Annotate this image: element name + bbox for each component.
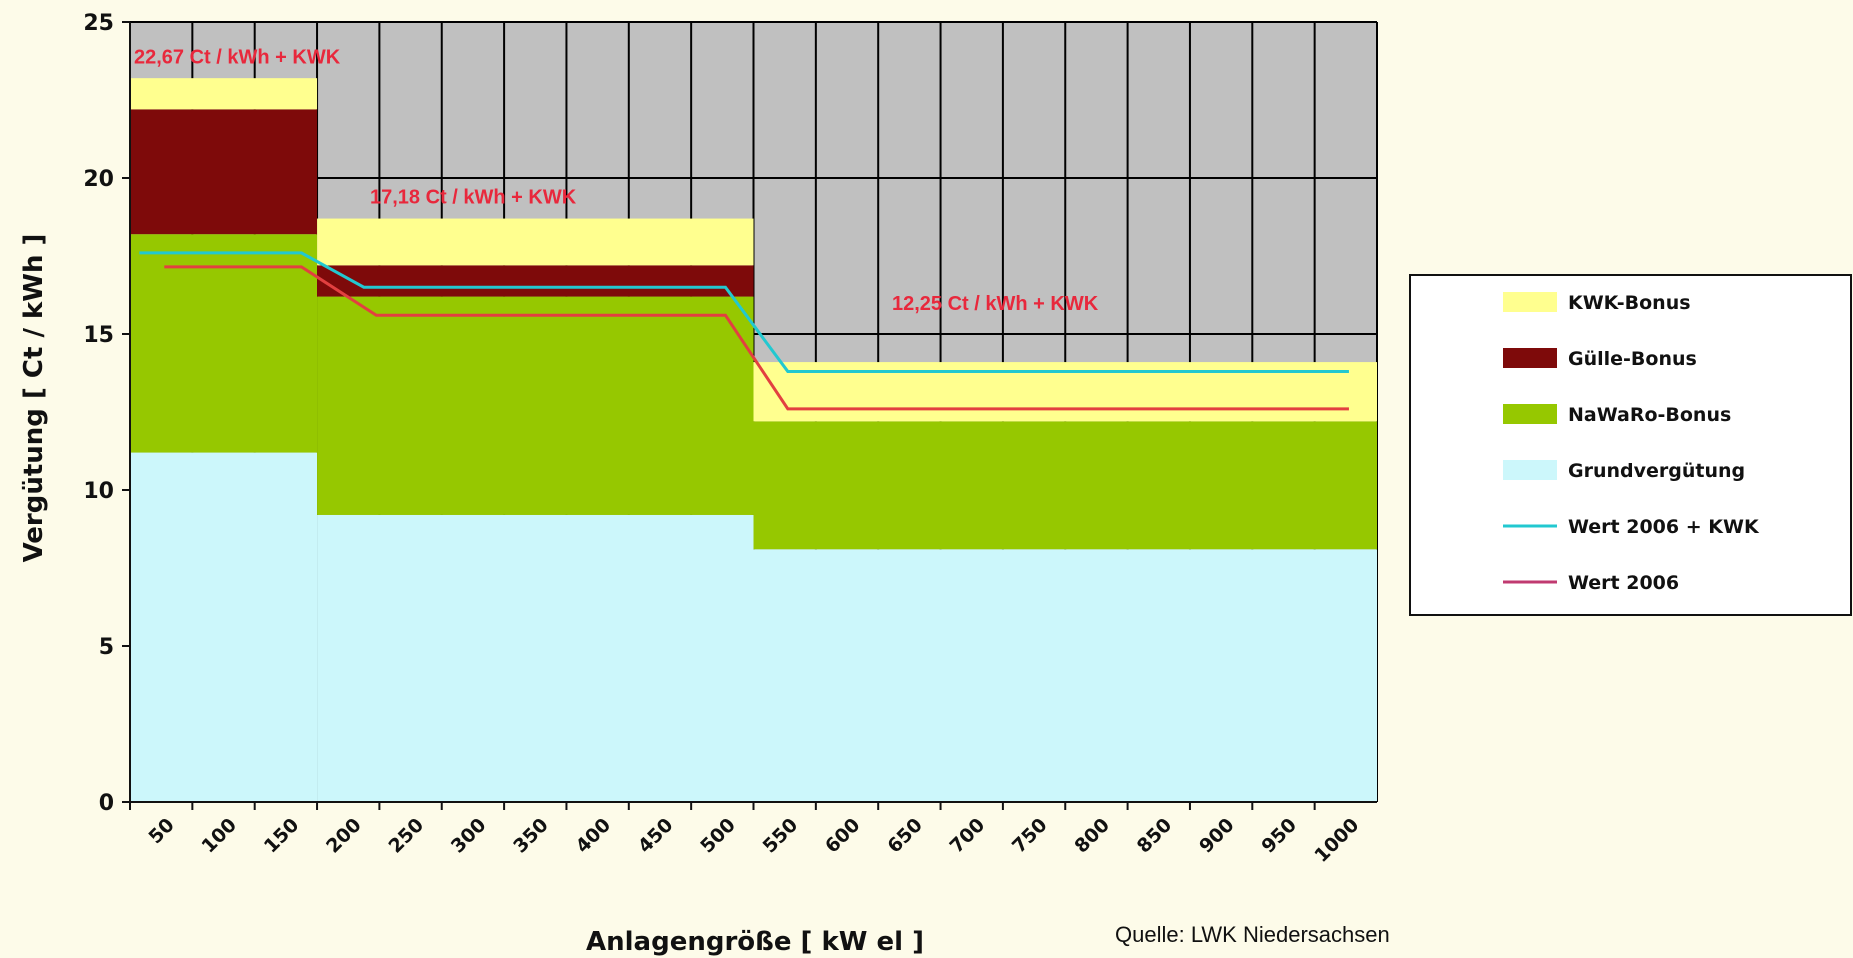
- area-g-lle-bonus: [317, 265, 754, 297]
- y-tick-label: 25: [83, 11, 114, 36]
- area-nawaro-bonus: [317, 296, 754, 515]
- area-g-lle-bonus: [130, 109, 318, 235]
- legend-swatch: [1503, 404, 1557, 424]
- x-tick-label: 100: [197, 814, 241, 858]
- y-tick-label: 0: [99, 791, 114, 816]
- x-tick-label: 500: [696, 814, 740, 858]
- legend-swatch: [1503, 292, 1557, 312]
- x-tick-label: 50: [144, 814, 178, 848]
- price-annotation: 12,25 Ct / kWh + KWK: [892, 293, 1099, 315]
- legend-label: Wert 2006 + KWK: [1568, 516, 1760, 538]
- source-note: Quelle: LWK Niedersachsen: [1115, 922, 1390, 947]
- x-tick-label: 350: [509, 814, 553, 858]
- price-annotation: 17,18 Ct / kWh + KWK: [370, 187, 577, 209]
- legend-swatch: [1503, 348, 1557, 368]
- legend-label: KWK-Bonus: [1568, 292, 1691, 314]
- legend: KWK-Bonus Gülle-Bonus NaWaRo-Bonus Grundver…: [1409, 274, 1852, 616]
- x-tick-label: 600: [821, 814, 865, 858]
- series-lines: [139, 251, 1349, 411]
- legend-label: Gülle-Bonus: [1568, 348, 1697, 370]
- annotations: 22,67 Ct / kWh + KWK 17,18 Ct / kWh + KWK…: [134, 46, 1099, 314]
- area-kwk-bonus: [130, 78, 318, 110]
- y-tick-label: 5: [99, 635, 114, 660]
- x-axis-title: Anlagengröße [ kW el ]: [586, 927, 924, 957]
- legend-box: [1409, 274, 1852, 616]
- price-annotation: 22,67 Ct / kWh + KWK: [134, 46, 341, 68]
- area-grundverg-tung: [317, 514, 754, 802]
- x-tick-label: 150: [260, 814, 304, 858]
- area-grundverg-tung: [753, 549, 1377, 802]
- x-tick-label: 950: [1257, 814, 1301, 858]
- x-tick-label: 400: [572, 814, 616, 858]
- x-tick-label: 800: [1070, 814, 1114, 858]
- x-tick-label: 650: [883, 814, 927, 858]
- x-tick-label: 550: [759, 814, 803, 858]
- legend-swatch: [1503, 460, 1557, 480]
- line-wert-2006: [164, 265, 1349, 411]
- x-tick-label: 700: [946, 814, 990, 858]
- x-tick-label: 200: [322, 814, 366, 858]
- x-tick-label: 1000: [1310, 814, 1363, 867]
- y-tick-label: 10: [83, 479, 114, 504]
- legend-label: Wert 2006: [1568, 572, 1679, 594]
- legend-label: Grundvergütung: [1568, 460, 1745, 482]
- x-tick-label: 850: [1133, 814, 1177, 858]
- x-tick-label: 750: [1008, 814, 1052, 858]
- x-tick-label: 450: [634, 814, 678, 858]
- area-nawaro-bonus: [130, 234, 318, 453]
- x-tick-label: 250: [385, 814, 429, 858]
- line-wert-2006-kwk: [139, 251, 1349, 373]
- area-kwk-bonus: [317, 218, 754, 266]
- x-tick-label: 300: [447, 814, 491, 858]
- y-tick-label: 20: [83, 167, 114, 192]
- area-grundverg-tung: [130, 452, 318, 802]
- y-tick-label: 15: [83, 323, 114, 348]
- x-tick-label: 900: [1195, 814, 1239, 858]
- legend-label: NaWaRo-Bonus: [1568, 404, 1731, 426]
- y-axis-title: Vergütung [ Ct / kWh ]: [19, 234, 49, 563]
- area-nawaro-bonus: [753, 421, 1377, 550]
